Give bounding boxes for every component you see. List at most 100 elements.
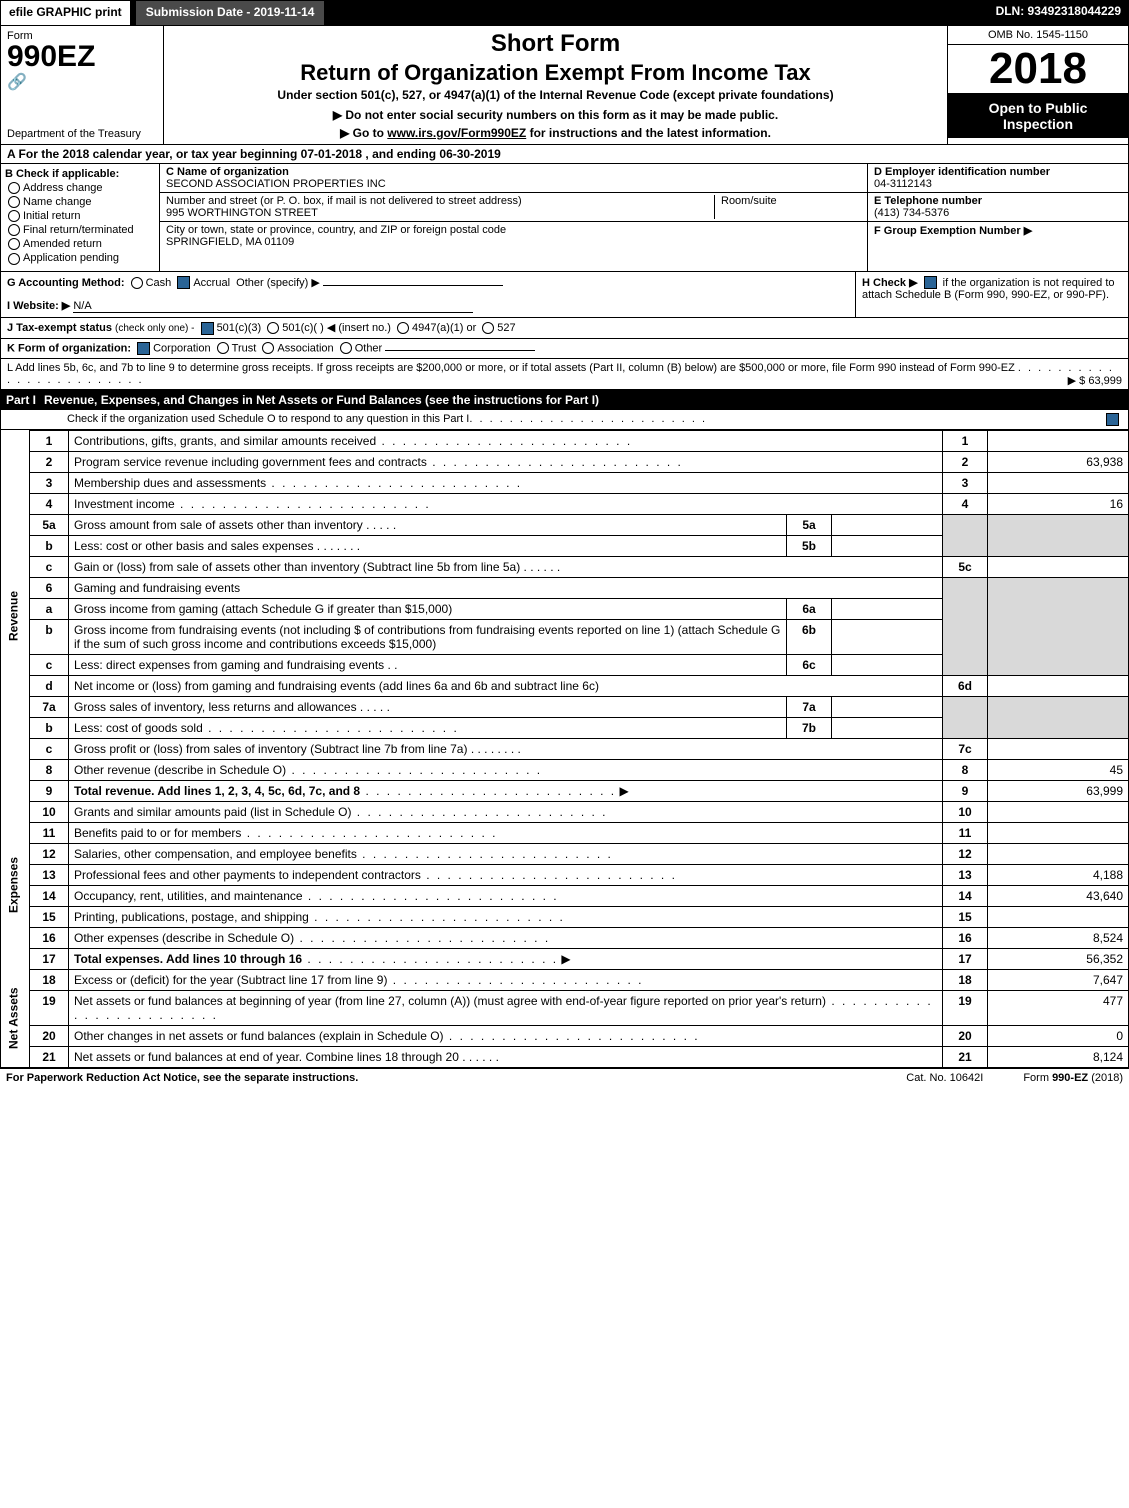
line-num: 18: [30, 969, 69, 990]
line-amt: 63,938: [988, 451, 1129, 472]
initial-return-option[interactable]: Initial return: [5, 210, 155, 222]
line-box: 13: [943, 864, 988, 885]
g-h-block: G Accounting Method: Cash Accrual Other …: [0, 272, 1129, 319]
row-g: G Accounting Method: Cash Accrual Other …: [1, 272, 855, 318]
form-number: 990EZ: [7, 42, 157, 72]
ein-label: D Employer identification number: [874, 166, 1122, 178]
line-5c: c Gain or (loss) from sale of assets oth…: [1, 556, 1129, 577]
line-desc: Total revenue. Add lines 1, 2, 3, 4, 5c,…: [69, 780, 943, 801]
other-specify-input[interactable]: [323, 285, 503, 286]
line-desc: Program service revenue including govern…: [69, 451, 943, 472]
j-opt-3: 527: [497, 322, 515, 334]
dept-text: Department of the Treasury: [7, 128, 141, 140]
lines-table: Revenue 1 Contributions, gifts, grants, …: [0, 430, 1129, 1068]
street-row: Number and street (or P. O. box, if mail…: [160, 193, 867, 222]
ein-row: D Employer identification number 04-3112…: [868, 164, 1128, 193]
line-num: 1: [30, 430, 69, 451]
top-bar: efile GRAPHIC print Submission Date - 20…: [0, 0, 1129, 26]
tax-year: 2018: [948, 45, 1128, 94]
j-501c3-checkbox[interactable]: [201, 322, 214, 335]
l-amount: ▶ $ 63,999: [1068, 374, 1122, 387]
line-box: 1: [943, 430, 988, 451]
k-label: K Form of organization:: [7, 342, 131, 354]
form-header: Form 990EZ 🔗 Department of the Treasury …: [0, 26, 1129, 145]
application-pending-option[interactable]: Application pending: [5, 252, 155, 264]
name-change-option[interactable]: Name change: [5, 196, 155, 208]
line-desc: Gross income from fundraising events (no…: [69, 619, 787, 654]
line-box: 17: [943, 948, 988, 969]
under-section-text: Under section 501(c), 527, or 4947(a)(1)…: [174, 88, 937, 102]
line-6d: d Net income or (loss) from gaming and f…: [1, 675, 1129, 696]
header-right: OMB No. 1545-1150 2018 Open to Public In…: [947, 26, 1128, 144]
line-num: d: [30, 675, 69, 696]
cash-radio[interactable]: [131, 277, 143, 289]
part-1-header: Part I Revenue, Expenses, and Changes in…: [0, 390, 1129, 410]
cash-label: Cash: [146, 277, 172, 289]
line-18: Net Assets 18 Excess or (deficit) for th…: [1, 969, 1129, 990]
amended-return-option[interactable]: Amended return: [5, 238, 155, 250]
line-20: 20 Other changes in net assets or fund b…: [1, 1025, 1129, 1046]
line-amt: 8,524: [988, 927, 1129, 948]
ssn-warning: ▶ Do not enter social security numbers o…: [174, 108, 937, 122]
k-assoc-radio[interactable]: [262, 342, 274, 354]
netassets-sidecat: Net Assets: [1, 969, 30, 1067]
line-num: 13: [30, 864, 69, 885]
short-form-title: Short Form: [174, 30, 937, 58]
line-desc: Investment income: [69, 493, 943, 514]
j-opt-2: 4947(a)(1) or: [412, 322, 476, 334]
line-num: 16: [30, 927, 69, 948]
line-amt: [988, 738, 1129, 759]
j-4947-radio[interactable]: [397, 322, 409, 334]
line-8: 8 Other revenue (describe in Schedule O)…: [1, 759, 1129, 780]
k-trust-radio[interactable]: [217, 342, 229, 354]
row-l: L Add lines 5b, 6c, and 7b to line 9 to …: [0, 359, 1129, 390]
city-label: City or town, state or province, country…: [166, 224, 506, 236]
line-4: 4 Investment income 4 16: [1, 493, 1129, 514]
line-num: 12: [30, 843, 69, 864]
tel-label: E Telephone number: [874, 195, 1122, 207]
l-text: L Add lines 5b, 6c, and 7b to line 9 to …: [7, 362, 1015, 374]
line-box: 6d: [943, 675, 988, 696]
line-num: 9: [30, 780, 69, 801]
return-title: Return of Organization Exempt From Incom…: [174, 60, 937, 86]
line-1: Revenue 1 Contributions, gifts, grants, …: [1, 430, 1129, 451]
line-box: 12: [943, 843, 988, 864]
line-box: 16: [943, 927, 988, 948]
final-return-option[interactable]: Final return/terminated: [5, 224, 155, 236]
schedule-o-checkbox[interactable]: [1106, 413, 1119, 426]
h-checkbox[interactable]: [924, 276, 937, 289]
shaded-amt: [988, 696, 1129, 738]
j-527-radio[interactable]: [482, 322, 494, 334]
i-label: I Website: ▶: [7, 300, 70, 312]
efile-print-button[interactable]: efile GRAPHIC print: [0, 0, 131, 26]
inner-box: 6b: [787, 619, 832, 654]
line-num: 17: [30, 948, 69, 969]
accrual-checkbox[interactable]: [177, 276, 190, 289]
org-name-value: SECOND ASSOCIATION PROPERTIES INC: [166, 178, 386, 190]
submission-date-button[interactable]: Submission Date - 2019-11-14: [135, 0, 326, 26]
line-desc: Other expenses (describe in Schedule O): [69, 927, 943, 948]
k-other-input[interactable]: [385, 350, 535, 351]
line-desc: Gross profit or (loss) from sales of inv…: [69, 738, 943, 759]
line-desc: Printing, publications, postage, and shi…: [69, 906, 943, 927]
irs-link[interactable]: www.irs.gov/Form990EZ: [387, 126, 526, 140]
line-num: 6: [30, 577, 69, 598]
j-501c-radio[interactable]: [267, 322, 279, 334]
j-opt-1: 501(c)( ) ◀ (insert no.): [282, 322, 391, 334]
shaded-box: [943, 514, 988, 556]
line-desc: Gross sales of inventory, less returns a…: [69, 696, 787, 717]
line-desc: Less: cost or other basis and sales expe…: [69, 535, 787, 556]
shaded-box: [943, 577, 988, 675]
line-box: 14: [943, 885, 988, 906]
line-num: c: [30, 654, 69, 675]
k-corp-checkbox[interactable]: [137, 342, 150, 355]
group-label: F Group Exemption Number ▶: [874, 224, 1122, 237]
k-other-radio[interactable]: [340, 342, 352, 354]
part-1-check-line: Check if the organization used Schedule …: [0, 410, 1129, 430]
line-num: 15: [30, 906, 69, 927]
inner-amt: [832, 619, 943, 654]
line-box: 20: [943, 1025, 988, 1046]
line-amt: [988, 822, 1129, 843]
addr-change-option[interactable]: Address change: [5, 182, 155, 194]
goto-line: ▶ Go to www.irs.gov/Form990EZ for instru…: [174, 126, 937, 140]
